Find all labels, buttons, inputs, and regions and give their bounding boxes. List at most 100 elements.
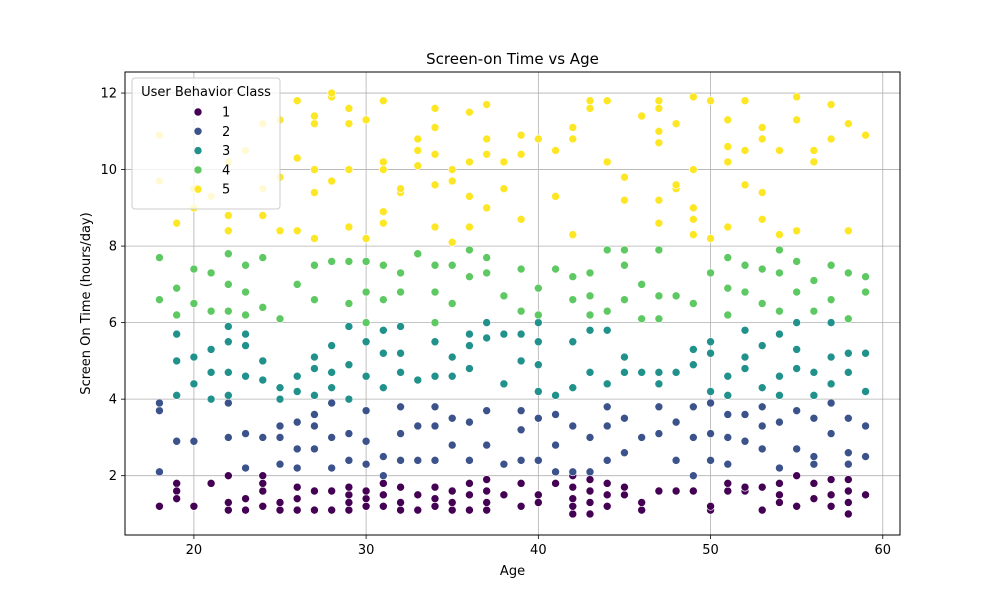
data-point: [757, 383, 767, 392]
data-point: [792, 287, 801, 297]
data-point: [241, 287, 250, 297]
data-point: [809, 368, 819, 377]
data-point: [275, 421, 285, 431]
data-point: [430, 482, 440, 492]
data-point: [568, 501, 578, 511]
data-point: [379, 471, 388, 480]
legend-marker: [193, 146, 203, 155]
data-point: [344, 505, 354, 515]
data-point: [224, 322, 233, 331]
data-point: [740, 364, 750, 373]
series-3: [172, 318, 870, 404]
data-point: [413, 249, 423, 259]
data-point: [516, 406, 526, 415]
legend-label: 5: [222, 183, 230, 198]
data-point: [344, 257, 354, 266]
data-point: [482, 268, 491, 278]
legend-marker: [193, 184, 203, 194]
data-point: [723, 479, 733, 488]
data-point: [396, 184, 405, 194]
data-point: [258, 356, 268, 366]
data-point: [826, 475, 836, 484]
data-point: [413, 146, 423, 155]
y-tick-label: 10: [100, 163, 117, 178]
data-point: [551, 440, 560, 450]
data-point: [172, 486, 181, 496]
data-point: [413, 134, 423, 144]
data-point: [172, 391, 181, 400]
data-point: [379, 383, 388, 392]
legend-title: User Behavior Class: [141, 85, 271, 100]
data-point: [310, 364, 319, 373]
data-point: [551, 410, 560, 419]
data-point: [585, 291, 595, 301]
data-point: [172, 283, 181, 293]
data-point: [602, 245, 612, 255]
data-point: [706, 387, 715, 396]
data-point: [620, 352, 629, 362]
data-point: [327, 368, 336, 377]
data-point: [327, 463, 336, 473]
data-point: [396, 268, 405, 278]
data-point: [568, 482, 578, 492]
data-point: [465, 107, 474, 117]
data-point: [602, 325, 612, 335]
data-point: [620, 413, 629, 423]
data-point: [327, 383, 336, 392]
data-point: [327, 486, 336, 496]
data-point: [844, 314, 853, 324]
data-point: [792, 501, 801, 511]
y-tick-label: 2: [109, 469, 117, 484]
data-point: [241, 260, 250, 270]
data-point: [516, 130, 526, 140]
data-point: [482, 134, 491, 144]
data-point: [465, 490, 474, 500]
data-point: [241, 429, 250, 438]
data-point: [292, 417, 302, 427]
data-point: [792, 92, 801, 102]
data-point: [172, 310, 181, 320]
data-point: [689, 215, 698, 224]
data-point: [465, 341, 474, 350]
data-point: [534, 413, 543, 423]
data-point: [361, 287, 371, 297]
data-point: [516, 215, 526, 224]
data-point: [258, 303, 268, 312]
data-point: [689, 92, 698, 102]
data-point: [620, 490, 629, 500]
data-point: [723, 283, 733, 293]
data-point: [844, 498, 853, 507]
data-point: [430, 180, 440, 190]
data-point: [568, 337, 578, 347]
data-point: [620, 195, 629, 205]
data-point: [258, 501, 268, 511]
data-point: [430, 371, 440, 381]
plot-frame: [124, 71, 901, 536]
data-point: [516, 501, 526, 511]
data-point: [482, 333, 491, 343]
data-point: [447, 299, 457, 308]
data-point: [155, 398, 164, 408]
data-point: [757, 341, 767, 350]
data-point: [844, 486, 853, 496]
data-point: [310, 352, 319, 362]
data-point: [740, 96, 750, 105]
legend-label: 1: [222, 106, 230, 121]
data-point: [844, 509, 853, 519]
data-point: [310, 119, 319, 128]
data-point: [224, 337, 233, 347]
data-point: [740, 410, 750, 419]
data-point: [379, 295, 388, 304]
data-point: [379, 490, 388, 500]
data-point: [310, 188, 319, 197]
data-point: [826, 318, 836, 327]
data-point: [430, 104, 440, 113]
data-point: [826, 100, 836, 109]
data-point: [654, 195, 664, 205]
data-point: [585, 104, 595, 113]
data-point: [379, 501, 388, 511]
data-point: [620, 172, 629, 182]
data-point: [654, 127, 664, 136]
data-point: [757, 264, 767, 274]
data-point: [775, 245, 784, 255]
